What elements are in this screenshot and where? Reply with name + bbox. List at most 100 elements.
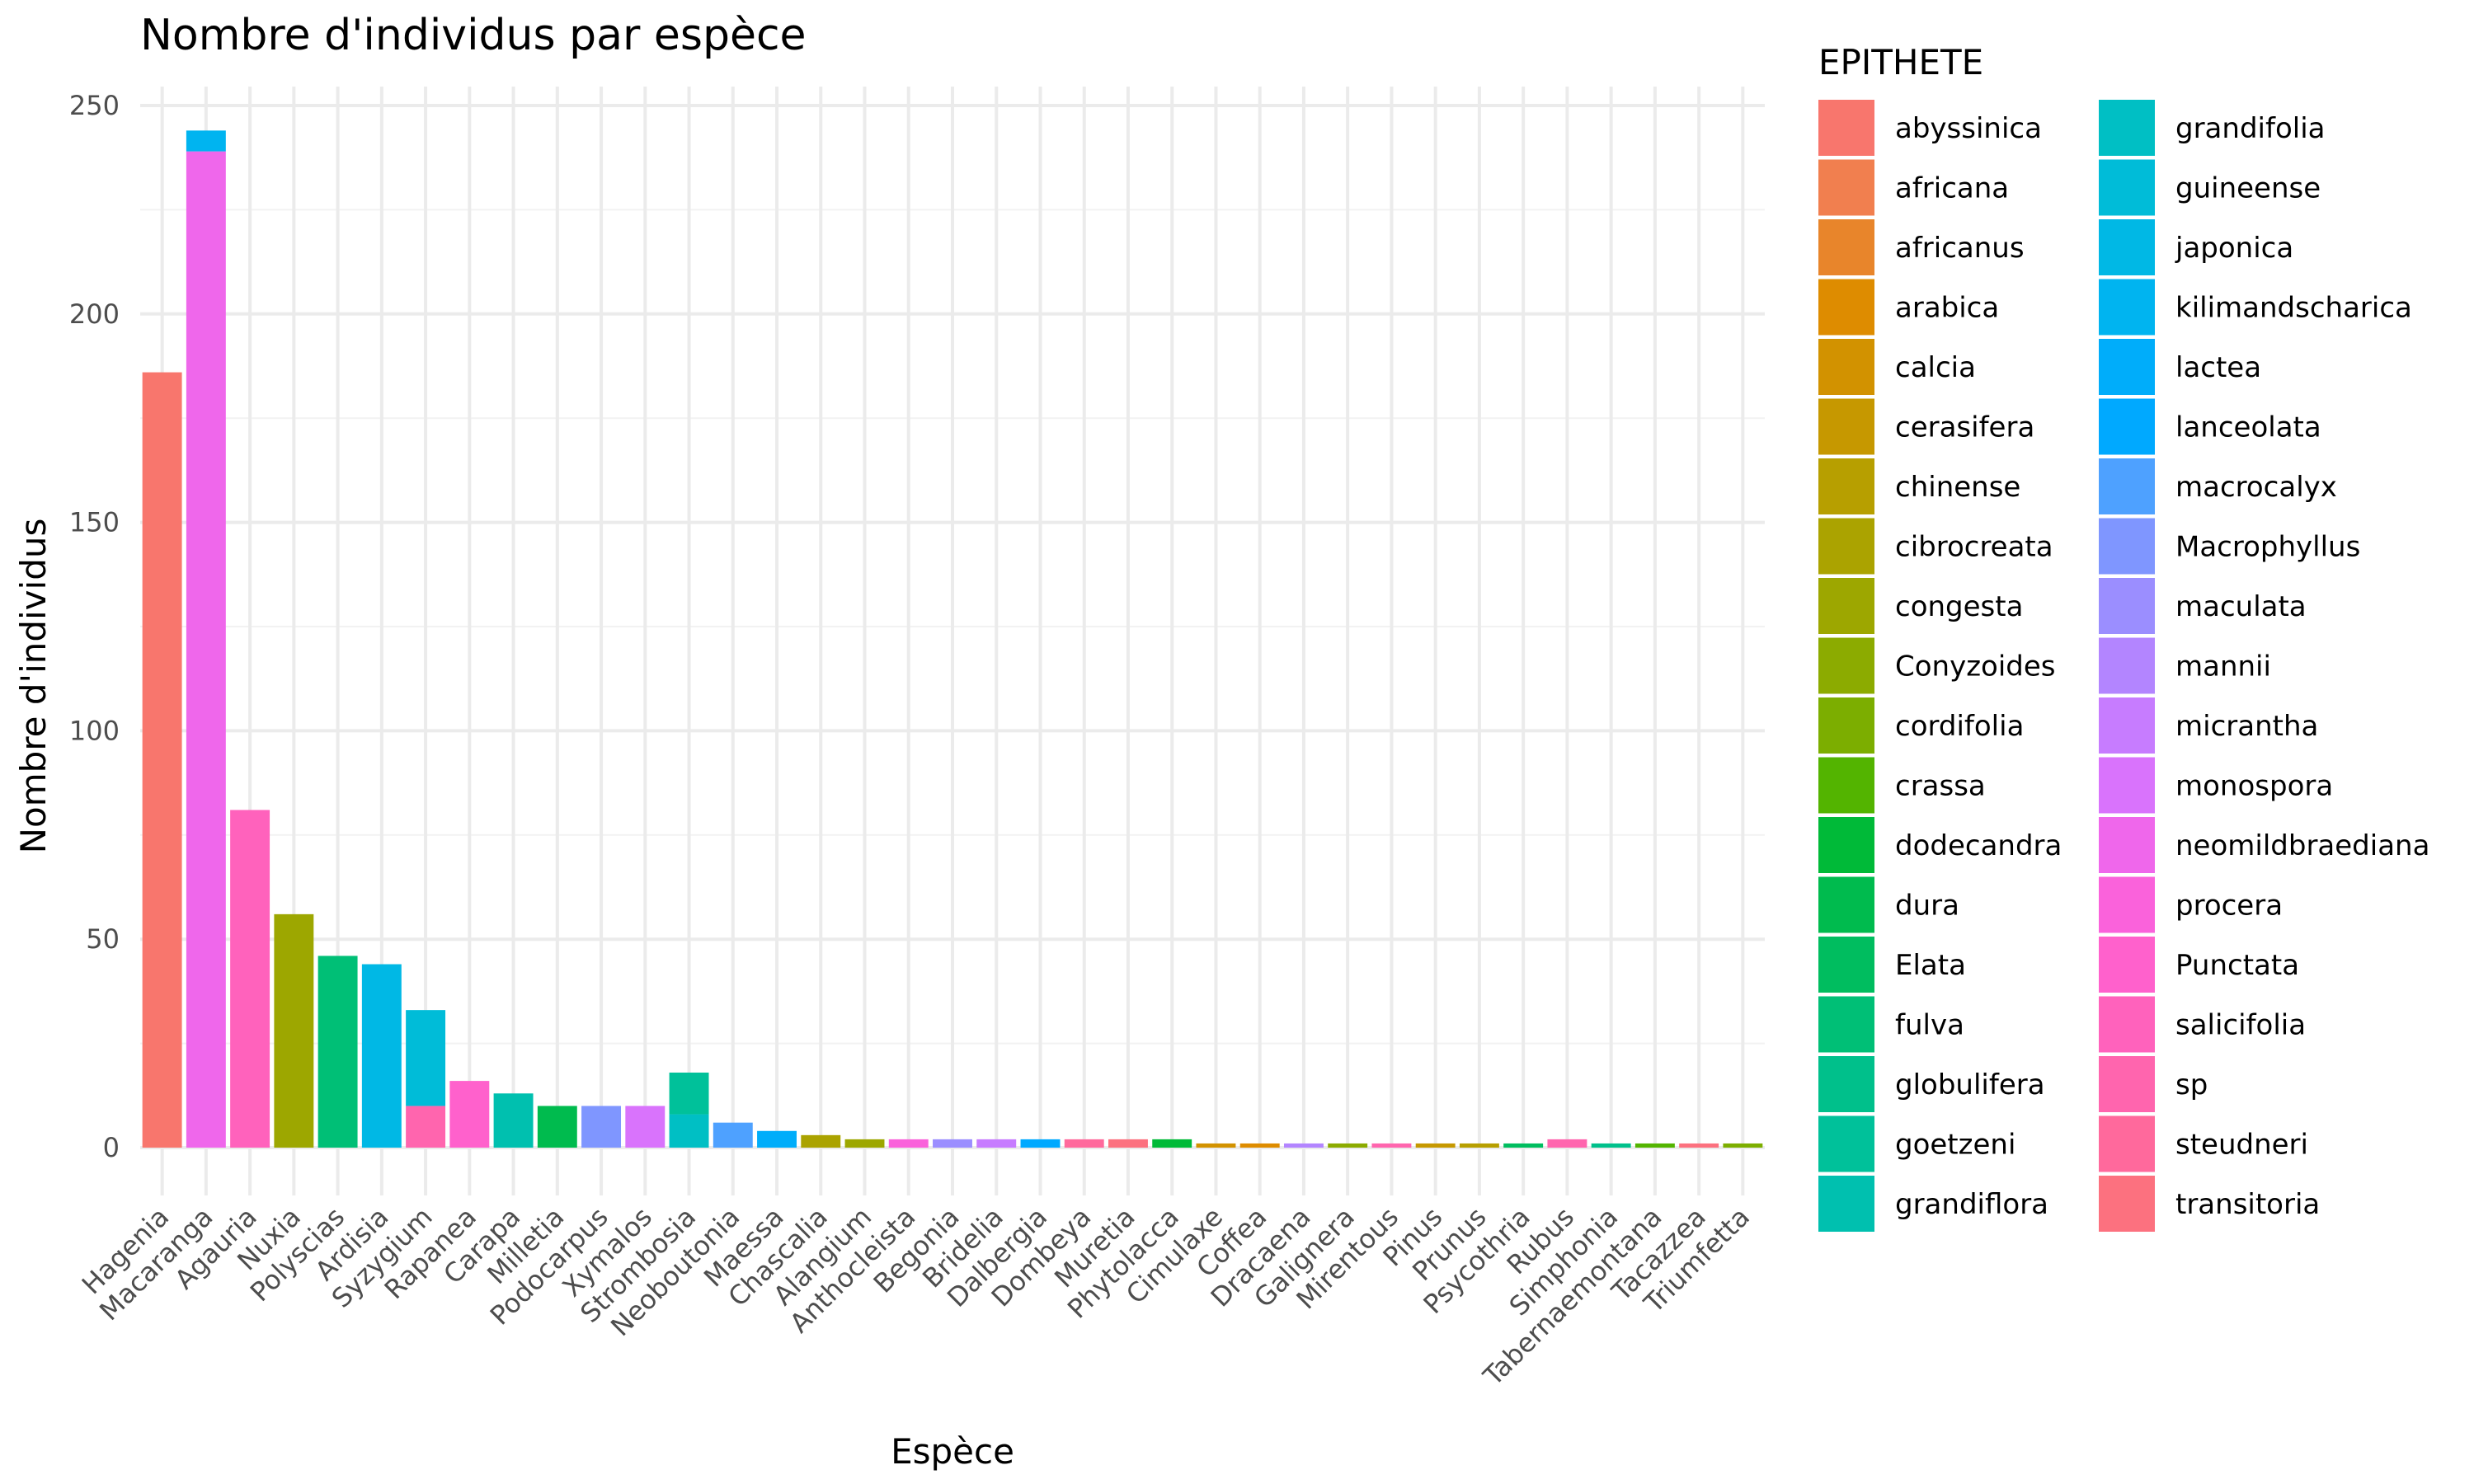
bar-segment	[317, 956, 358, 1148]
y-tick-label: 150	[69, 507, 120, 538]
bar-segment	[1020, 1139, 1061, 1148]
legend-key	[2099, 697, 2155, 754]
y-axis-title: Nombre d'individus	[13, 519, 54, 854]
bar-segment	[1196, 1143, 1236, 1148]
legend-key	[1818, 996, 1874, 1053]
legend-key	[1818, 518, 1874, 575]
legend-key	[2099, 876, 2155, 933]
bar-segment	[888, 1139, 929, 1148]
bar-segment	[669, 1114, 709, 1148]
bar-segment	[1723, 1143, 1763, 1148]
legend-key	[1818, 458, 1874, 514]
x-axis-title: Espèce	[891, 1431, 1014, 1472]
y-tick-label: 0	[103, 1132, 120, 1163]
bar-segment	[186, 130, 226, 152]
legend-label: lanceolata	[2175, 411, 2321, 444]
legend-label: grandifolia	[2175, 112, 2325, 145]
legend-label: crassa	[1895, 770, 1986, 803]
legend-key	[2099, 159, 2155, 216]
legend-label: sp	[2175, 1068, 2208, 1101]
legend-key	[1818, 1176, 1874, 1232]
y-tick-label: 50	[86, 923, 120, 955]
bar-segment	[581, 1106, 622, 1148]
bar-segment	[625, 1106, 666, 1148]
legend-label: arabica	[1895, 292, 1999, 325]
bar-segment	[186, 151, 226, 1148]
legend-label: Punctata	[2175, 949, 2299, 982]
bar-segment	[274, 913, 314, 1148]
bar-segment	[1679, 1143, 1719, 1148]
legend-label: cordifolia	[1895, 710, 2024, 743]
y-tick-label: 200	[69, 298, 120, 330]
bar-segment	[537, 1106, 577, 1148]
bar-segment	[230, 810, 270, 1148]
legend-key	[2099, 578, 2155, 634]
legend-label: cibrocreata	[1895, 531, 2053, 564]
legend-key	[2099, 398, 2155, 455]
bar-segment	[1152, 1139, 1192, 1148]
bar-segment	[1283, 1143, 1324, 1148]
legend-key	[2099, 637, 2155, 694]
y-axis: 0 50 100 150 200 250	[69, 90, 120, 1163]
legend-key	[1818, 817, 1874, 873]
legend-label: kilimandscharica	[2175, 292, 2412, 325]
legend-label: Macrophyllus	[2175, 531, 2360, 564]
legend-label: maculata	[2175, 590, 2307, 623]
legend-label: macrocalyx	[2175, 471, 2337, 504]
legend-key	[1818, 279, 1874, 336]
legend-label: monospora	[2175, 770, 2333, 803]
bar-series	[142, 130, 1763, 1148]
legend-label: mannii	[2175, 650, 2271, 683]
bar-segment	[1371, 1143, 1412, 1148]
legend-label: fulva	[1895, 1009, 1964, 1042]
legend-key	[2099, 339, 2155, 395]
bar-segment	[757, 1130, 797, 1148]
legend-label: japonica	[2175, 232, 2293, 265]
bar-segment	[361, 964, 402, 1148]
chart-title: Nombre d'individus par espèce	[140, 11, 807, 60]
legend-key	[1818, 339, 1874, 395]
bar-segment	[449, 1081, 490, 1148]
legend-key	[1818, 1115, 1874, 1172]
legend-key	[2099, 1115, 2155, 1172]
legend-label: globulifera	[1895, 1068, 2045, 1101]
bar-segment	[1591, 1143, 1631, 1148]
legend-label: africanus	[1895, 232, 2025, 265]
bar-segment	[1634, 1143, 1675, 1148]
legend-key	[2099, 219, 2155, 275]
legend-label: chinense	[1895, 471, 2020, 504]
legend-key	[2099, 458, 2155, 514]
legend-label: dura	[1895, 890, 1959, 923]
legend: EPITHETE abyssinica africana africanus arab…	[1818, 42, 2429, 1232]
legend-key	[1818, 398, 1874, 455]
legend-label: goetzeni	[1895, 1129, 2015, 1162]
legend-label: salicifolia	[2175, 1009, 2306, 1042]
bar-segment	[406, 1106, 446, 1148]
y-tick-label: 250	[69, 90, 120, 121]
bar-segment	[1239, 1143, 1280, 1148]
bar-segment	[801, 1134, 841, 1148]
legend-key	[2099, 937, 2155, 993]
legend-key	[1818, 757, 1874, 814]
legend-label: guineense	[2175, 172, 2321, 205]
legend-label: Conyzoides	[1895, 650, 2056, 683]
legend-key	[1818, 1056, 1874, 1112]
legend-key	[2099, 996, 2155, 1053]
legend-label: neomildbraediana	[2175, 829, 2429, 862]
legend-label: cerasifera	[1895, 411, 2034, 444]
bar-segment	[1108, 1139, 1148, 1148]
bar-segment	[493, 1093, 534, 1148]
legend-key	[2099, 1176, 2155, 1232]
bar-segment	[713, 1122, 753, 1148]
legend-key	[1818, 578, 1874, 634]
legend-key	[2099, 757, 2155, 814]
legend-title: EPITHETE	[1818, 42, 1983, 82]
legend-key	[1818, 100, 1874, 156]
bar-segment	[976, 1139, 1017, 1148]
legend-label: Elata	[1895, 949, 1966, 982]
bar-segment	[1415, 1143, 1456, 1148]
legend-label: micrantha	[2175, 710, 2318, 743]
legend-key	[1818, 876, 1874, 933]
bar-segment	[1328, 1143, 1368, 1148]
